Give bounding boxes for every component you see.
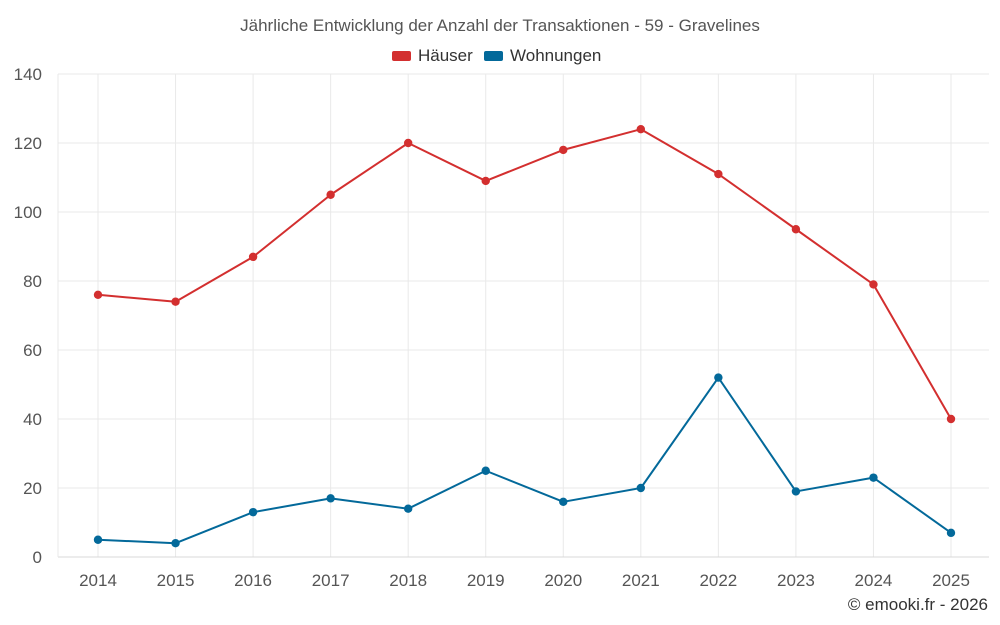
data-point-haeuser[interactable] — [714, 169, 723, 179]
x-tick-label: 2017 — [312, 571, 350, 590]
x-tick-label: 2014 — [79, 571, 117, 590]
data-point-wohnungen[interactable] — [403, 504, 413, 513]
y-tick-label: 80 — [23, 272, 42, 291]
data-point-wohnungen[interactable] — [326, 494, 335, 503]
data-point-haeuser[interactable] — [791, 225, 801, 234]
x-tick-label: 2021 — [622, 571, 660, 590]
legend-swatch-haeuser — [392, 51, 411, 61]
legend-swatch-wohnungen — [484, 51, 503, 61]
y-tick-label: 20 — [23, 479, 42, 498]
x-tick-label: 2016 — [234, 571, 272, 590]
data-point-wohnungen[interactable] — [93, 535, 103, 544]
series-haeuser — [93, 125, 956, 424]
y-tick-label: 140 — [14, 65, 42, 84]
legend-item-wohnungen[interactable]: Wohnungen — [484, 46, 601, 65]
data-point-wohnungen[interactable] — [869, 473, 878, 482]
data-point-haeuser[interactable] — [326, 190, 335, 199]
data-point-haeuser[interactable] — [248, 252, 258, 262]
y-tick-label: 60 — [23, 341, 42, 360]
x-tick-label: 2018 — [389, 571, 427, 590]
data-point-wohnungen[interactable] — [559, 497, 568, 506]
data-point-wohnungen[interactable] — [171, 539, 180, 548]
data-point-haeuser[interactable] — [559, 145, 568, 155]
data-point-wohnungen[interactable] — [248, 507, 258, 517]
y-tick-label: 40 — [23, 410, 42, 429]
data-point-wohnungen[interactable] — [791, 487, 801, 496]
x-tick-label: 2020 — [544, 571, 582, 590]
legend-label-wohnungen: Wohnungen — [510, 46, 601, 65]
data-point-wohnungen[interactable] — [481, 466, 490, 475]
x-tick-label: 2015 — [157, 571, 195, 590]
tick-labels: 0 20 40 60 80 100 120 140 2014 2015 2016 2017 2018 20… — [14, 65, 970, 590]
x-tick-label: 2025 — [932, 571, 970, 590]
legend: Häuser Wohnungen — [392, 46, 601, 65]
data-point-haeuser[interactable] — [946, 414, 956, 424]
data-point-haeuser[interactable] — [481, 176, 490, 186]
series-wohnungen — [93, 373, 956, 548]
series-line-haeuser — [97, 128, 952, 420]
legend-item-haeuser[interactable]: Häuser — [392, 46, 473, 65]
x-tick-label: 2024 — [855, 571, 893, 590]
credit-text: © emooki.fr - 2026 — [848, 595, 988, 614]
data-point-haeuser[interactable] — [171, 297, 180, 306]
series-layer — [93, 125, 956, 548]
data-point-wohnungen[interactable] — [714, 373, 723, 382]
data-point-haeuser[interactable] — [93, 290, 103, 299]
y-tick-label: 100 — [14, 203, 42, 222]
legend-label-haeuser: Häuser — [418, 46, 473, 65]
x-tick-label: 2022 — [699, 571, 737, 590]
series-line-wohnungen — [97, 376, 952, 545]
y-tick-label: 0 — [33, 548, 42, 567]
data-point-haeuser[interactable] — [869, 280, 878, 289]
grid — [58, 73, 989, 557]
data-point-haeuser[interactable] — [636, 125, 646, 134]
x-tick-label: 2023 — [777, 571, 815, 590]
axes — [57, 74, 989, 558]
x-tick-label: 2019 — [467, 571, 505, 590]
data-point-wohnungen[interactable] — [946, 528, 956, 538]
y-tick-label: 120 — [14, 134, 42, 153]
chart-title: Jährliche Entwicklung der Anzahl der Tra… — [240, 16, 760, 35]
data-point-wohnungen[interactable] — [636, 483, 646, 493]
data-point-haeuser[interactable] — [403, 138, 413, 148]
